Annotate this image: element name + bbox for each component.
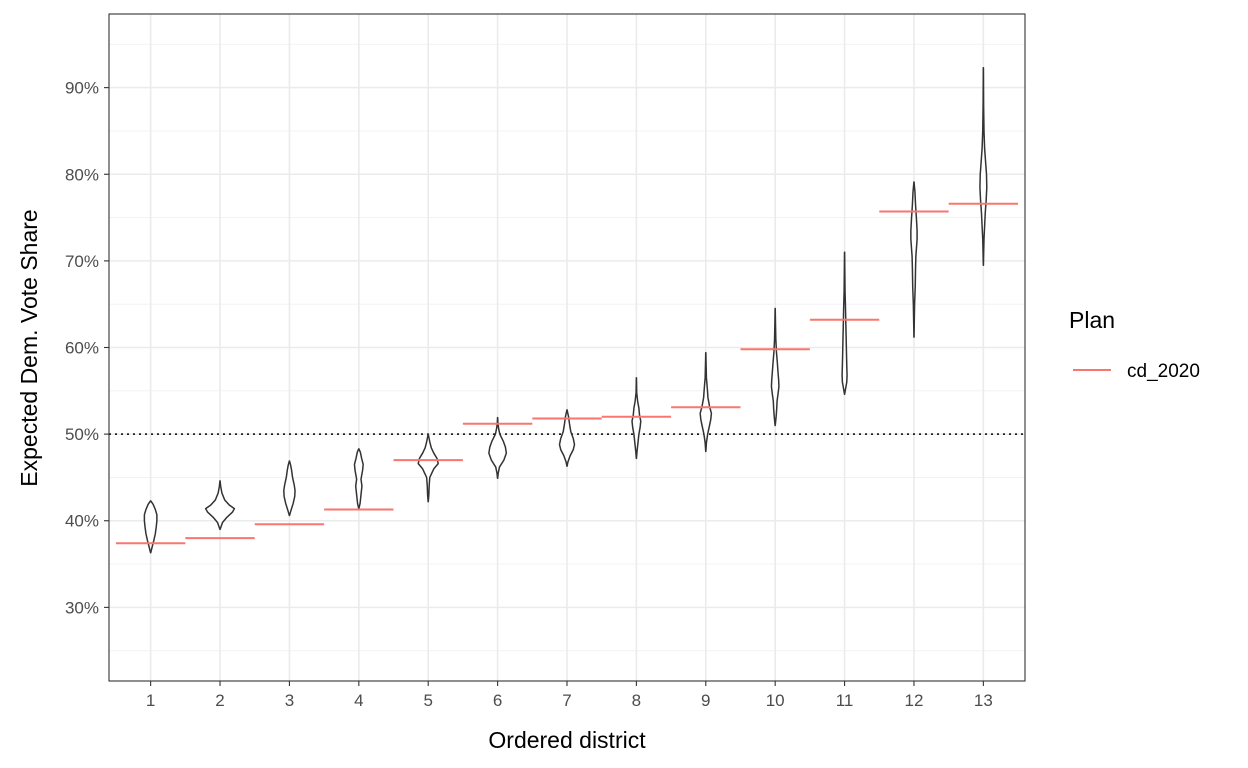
violin-district-11: [841, 251, 848, 396]
violin-district-13: [979, 66, 988, 266]
y-tick-label: 30%: [65, 598, 99, 617]
y-tick-label: 60%: [65, 339, 99, 358]
legend-title: Plan: [1069, 307, 1115, 333]
legend-label-cd-2020: cd_2020: [1127, 361, 1200, 382]
violin-district-8: [631, 377, 642, 460]
x-tick-label: 10: [766, 691, 785, 710]
x-tick-label: 7: [562, 691, 571, 710]
y-axis: 30% 40% 50% 60% 70% 80% 90%: [65, 79, 109, 617]
violin-district-3: [283, 460, 296, 517]
x-tick-label: 8: [632, 691, 641, 710]
plan-lines: [115, 202, 1019, 545]
x-tick-label: 3: [285, 691, 294, 710]
x-tick-label: 1: [146, 691, 155, 710]
x-tick-label: 6: [493, 691, 502, 710]
violin-district-2: [204, 480, 236, 531]
x-axis-title: Ordered district: [488, 727, 646, 753]
y-tick-label: 80%: [65, 165, 99, 184]
x-axis: 1 2 3 4 5 6 7 8 9 10 11 12 13: [146, 681, 993, 710]
y-tick-label: 50%: [65, 425, 99, 444]
y-tick-label: 70%: [65, 252, 99, 271]
x-tick-label: 9: [701, 691, 710, 710]
x-tick-label: 5: [423, 691, 432, 710]
violin-district-7: [558, 409, 576, 467]
y-axis-title: Expected Dem. Vote Share: [16, 209, 42, 486]
violin-district-4: [353, 448, 364, 510]
x-tick-label: 2: [215, 691, 224, 710]
violin-district-10: [770, 307, 780, 427]
violin-district-6: [488, 416, 508, 480]
violins: [143, 66, 988, 554]
x-tick-label: 12: [905, 691, 924, 710]
violin-district-12: [910, 181, 918, 338]
x-tick-label: 11: [836, 691, 854, 710]
legend: Plan cd_2020: [1069, 307, 1200, 382]
violin-district-5: [417, 433, 439, 503]
y-tick-label: 40%: [65, 512, 99, 531]
violin-district-1: [143, 500, 158, 554]
violin-district-9: [699, 351, 713, 453]
x-tick-label: 13: [974, 691, 993, 710]
y-tick-label: 90%: [65, 79, 99, 98]
x-tick-label: 4: [354, 691, 363, 710]
